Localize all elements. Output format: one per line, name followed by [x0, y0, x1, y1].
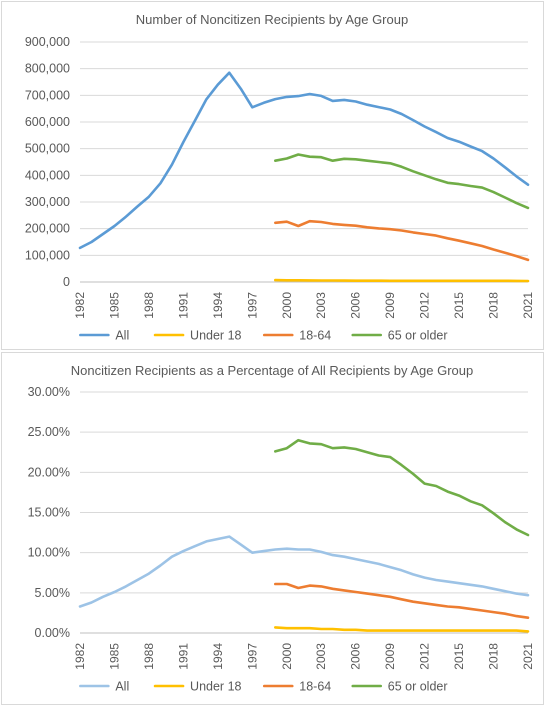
series-lines [78, 71, 530, 283]
legend: All Under 18 18-64 65 or older [79, 329, 448, 343]
y-tick-label: 300,000 [25, 195, 70, 209]
series-line-all [78, 71, 530, 250]
x-axis: 1982 1985 1988 1991 1994 1997 2000 2003 2006 2009… [73, 292, 535, 319]
x-tick-label: 2018 [487, 643, 501, 670]
y-tick-label: 10.00% [28, 546, 70, 560]
chart-svg-count: Number of Noncitizen Recipients by Age G… [25, 12, 535, 343]
legend-label-all: All [115, 329, 129, 343]
y-axis: 900,000 800,000 700,000 600,000 500,000 400,0… [25, 35, 70, 289]
x-tick-label: 2006 [349, 643, 363, 670]
x-tick-label: 1991 [176, 643, 190, 670]
series-line-all [78, 535, 530, 608]
legend-label-65-or-older: 65 or older [388, 329, 448, 343]
y-tick-label: 30.00% [28, 385, 70, 399]
y-tick-label: 800,000 [25, 62, 70, 76]
y-tick-label: 900,000 [25, 35, 70, 49]
chart-panel-count: Number of Noncitizen Recipients by Age G… [1, 1, 544, 350]
x-tick-label: 2018 [487, 292, 501, 319]
series-line-18-64 [273, 582, 530, 620]
chart-svg-percentage: Noncitizen Recipients as a Percentage of… [28, 363, 535, 694]
x-tick-label: 2000 [280, 292, 294, 319]
legend-label-18-64: 18-64 [299, 329, 331, 343]
series-line-18-64 [273, 219, 530, 262]
legend-label-all: All [115, 680, 129, 694]
x-tick-label: 1988 [142, 292, 156, 319]
x-tick-label: 2015 [452, 643, 466, 670]
y-tick-label: 15.00% [28, 506, 70, 520]
x-tick-label: 2021 [521, 292, 535, 319]
x-tick-label: 1994 [211, 292, 225, 319]
x-tick-label: 1997 [245, 292, 259, 319]
x-tick-label: 2009 [383, 292, 397, 319]
x-tick-label: 2003 [314, 292, 328, 319]
y-tick-label: 5.00% [35, 586, 70, 600]
y-tick-label: 0 [63, 275, 70, 289]
chart-panel-percentage: Noncitizen Recipients as a Percentage of… [1, 352, 544, 705]
x-tick-label: 1994 [211, 643, 225, 670]
x-tick-label: 1982 [73, 292, 87, 319]
y-tick-label: 600,000 [25, 115, 70, 129]
chart-title: Number of Noncitizen Recipients by Age G… [136, 12, 408, 27]
legend-label-18-64: 18-64 [299, 680, 331, 694]
legend: All Under 18 18-64 65 or older [79, 680, 448, 694]
x-tick-label: 1982 [73, 643, 87, 670]
x-tick-label: 2021 [521, 643, 535, 670]
x-tick-label: 2003 [314, 643, 328, 670]
legend-label-under-18: Under 18 [190, 680, 241, 694]
x-tick-label: 1985 [107, 292, 121, 319]
series-line-under-18 [273, 278, 530, 283]
x-tick-label: 2012 [418, 643, 432, 670]
y-tick-label: 25.00% [28, 425, 70, 439]
y-axis: 30.00% 25.00% 20.00% 15.00% 10.00% 5.00% 0.00% [28, 385, 70, 640]
y-tick-label: 700,000 [25, 88, 70, 102]
chart-title: Noncitizen Recipients as a Percentage of… [71, 363, 474, 378]
y-tick-label: 200,000 [25, 222, 70, 236]
x-tick-label: 2006 [349, 292, 363, 319]
x-axis: 1982 1985 1988 1991 1994 1997 2000 2003 2006 2009… [73, 643, 535, 670]
series-line-65-or-older [273, 438, 530, 537]
legend-label-65-or-older: 65 or older [388, 680, 448, 694]
x-tick-label: 1985 [107, 643, 121, 670]
x-tick-label: 2000 [280, 643, 294, 670]
y-tick-label: 20.00% [28, 465, 70, 479]
y-tick-label: 0.00% [35, 626, 70, 640]
x-tick-label: 2012 [418, 292, 432, 319]
x-tick-label: 2009 [383, 643, 397, 670]
x-tick-label: 1997 [245, 643, 259, 670]
gridlines [80, 391, 528, 594]
legend-label-under-18: Under 18 [190, 329, 241, 343]
x-tick-label: 1991 [176, 292, 190, 319]
y-tick-label: 500,000 [25, 142, 70, 156]
gridlines [80, 41, 528, 256]
x-tick-label: 1988 [142, 643, 156, 670]
y-tick-label: 100,000 [25, 248, 70, 262]
series-lines [78, 438, 530, 633]
series-line-65-or-older [273, 153, 530, 210]
x-tick-label: 2015 [452, 292, 466, 319]
series-line-under-18 [273, 626, 530, 633]
y-tick-label: 400,000 [25, 168, 70, 182]
